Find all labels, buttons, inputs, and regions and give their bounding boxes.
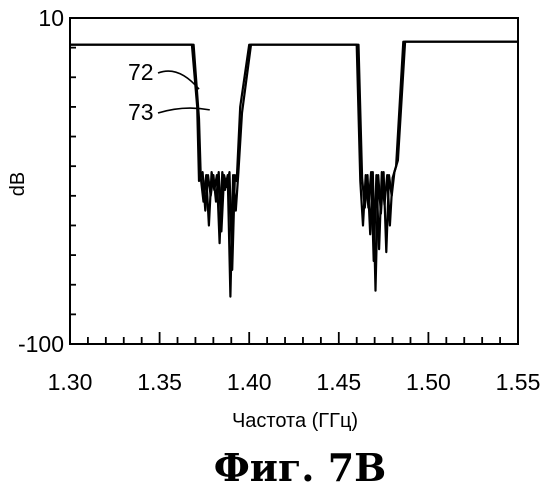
y-axis-label: dB <box>7 172 29 196</box>
x-axis-label: Частота (ГГц) <box>232 410 358 432</box>
x-tick-label: 1.55 <box>496 369 541 395</box>
x-tick-label: 1.45 <box>316 369 361 395</box>
x-tick-label: 1.40 <box>227 369 272 395</box>
callout-label-73: 73 <box>128 99 154 125</box>
figure-caption: Фиг. 7B <box>214 445 387 490</box>
y-tick-label: 10 <box>38 5 64 31</box>
y-tick-label: -100 <box>18 331 64 357</box>
callout-leader-73 <box>158 108 210 113</box>
x-tick-label: 1.35 <box>137 369 182 395</box>
callout-label-72: 72 <box>128 59 154 85</box>
x-tick-label: 1.50 <box>406 369 451 395</box>
callout-leader-72 <box>158 71 199 89</box>
x-tick-label: 1.30 <box>48 369 93 395</box>
